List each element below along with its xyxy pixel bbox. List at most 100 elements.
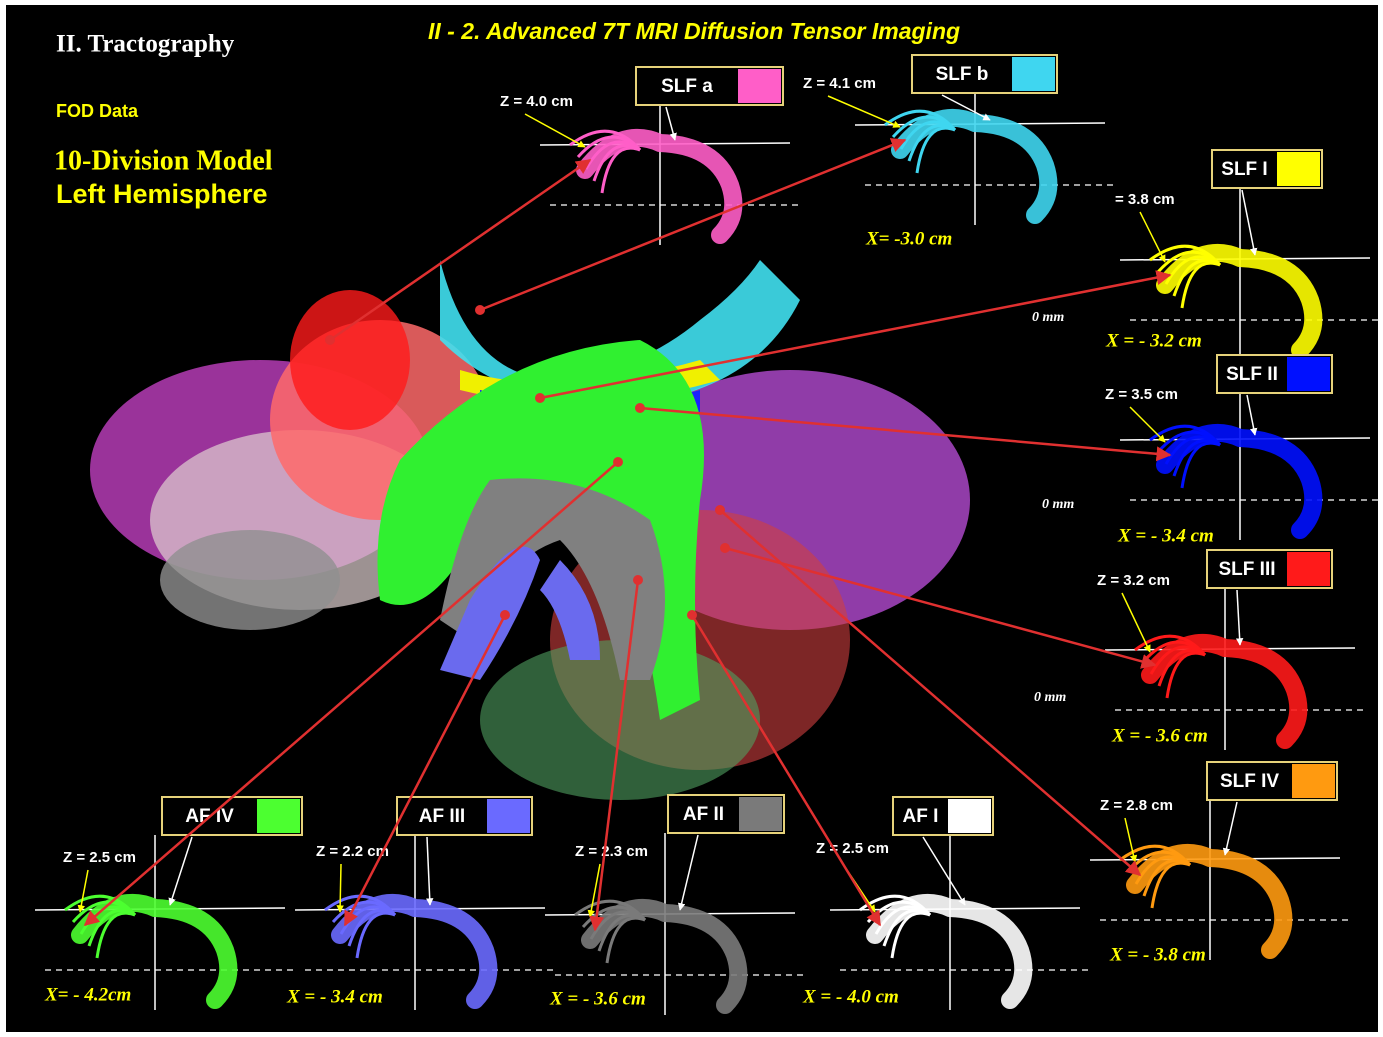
link-origin bbox=[613, 457, 623, 467]
link-origin bbox=[535, 393, 545, 403]
fiber-bundle bbox=[160, 530, 340, 630]
link-arrow bbox=[329, 158, 592, 342]
pointer-arrow bbox=[677, 834, 699, 911]
link-arrow bbox=[539, 270, 1172, 400]
z-arrow bbox=[336, 863, 344, 913]
link-arrow bbox=[719, 509, 1142, 876]
fiber-strand bbox=[600, 146, 641, 194]
link-origin bbox=[325, 335, 335, 345]
model-label: 10-Division Model bbox=[54, 145, 273, 176]
fiber-strand bbox=[1150, 861, 1191, 909]
tract-label: AF I bbox=[903, 806, 939, 827]
fiber-strand bbox=[1180, 441, 1221, 489]
z-label: Z = 3.2 cm bbox=[1097, 572, 1170, 589]
fiber-strand bbox=[1180, 261, 1221, 309]
color-swatch bbox=[487, 799, 530, 833]
x-label: X= -3.0 cm bbox=[865, 228, 952, 249]
fiber-strand bbox=[915, 126, 956, 174]
x-label: X = - 3.6 cm bbox=[549, 988, 646, 1009]
link-arrow bbox=[639, 406, 1172, 462]
z-arrow bbox=[1139, 211, 1166, 263]
pointer-arrow bbox=[1246, 394, 1258, 436]
fiber-bundle bbox=[440, 546, 540, 680]
tractography-brain bbox=[90, 260, 970, 800]
link-arrow bbox=[83, 461, 619, 926]
tract-label: SLF II bbox=[1226, 364, 1278, 385]
z-label: Z = 4.1 cm bbox=[803, 75, 876, 92]
link-arrow bbox=[589, 579, 640, 932]
fiber-strand bbox=[355, 911, 396, 959]
tract-label: SLF III bbox=[1219, 559, 1276, 580]
color-swatch bbox=[738, 69, 781, 103]
link-origin bbox=[500, 610, 510, 620]
x-label: X = - 4.0 cm bbox=[802, 986, 899, 1007]
z-label: Z = 4.0 cm bbox=[500, 93, 573, 110]
color-swatch bbox=[257, 799, 300, 833]
z-label: Z = 2.5 cm bbox=[63, 849, 136, 866]
hemisphere-label: Left Hemisphere bbox=[56, 179, 268, 209]
zero-label: 0 mm bbox=[1032, 310, 1064, 325]
color-swatch bbox=[1287, 357, 1330, 391]
fiber-strand bbox=[890, 911, 931, 959]
link-origin bbox=[475, 305, 485, 315]
color-swatch bbox=[1287, 552, 1330, 586]
color-swatch bbox=[1277, 152, 1320, 186]
z-arrow bbox=[1129, 406, 1166, 443]
x-label: X = - 3.2 cm bbox=[1105, 330, 1202, 351]
x-label: X = - 3.4 cm bbox=[286, 986, 383, 1007]
fiber-strand bbox=[1165, 651, 1206, 699]
pointer-arrow bbox=[941, 94, 991, 121]
x-label: X = - 3.4 cm bbox=[1117, 525, 1214, 546]
tract-label: AF III bbox=[419, 806, 465, 827]
z-label: Z = 2.8 cm bbox=[1100, 797, 1173, 814]
tract-label: AF II bbox=[683, 804, 724, 825]
z-arrow bbox=[524, 113, 586, 148]
color-swatch bbox=[948, 799, 991, 833]
fiber-bundle bbox=[440, 260, 800, 404]
pointer-arrow bbox=[1241, 189, 1258, 256]
z-arrow bbox=[587, 863, 601, 918]
section-title: II. Tractography bbox=[56, 31, 235, 58]
link-origin bbox=[715, 505, 725, 515]
x-label: X = - 3.6 cm bbox=[1111, 725, 1208, 746]
fiber-bundle bbox=[440, 478, 665, 680]
fiber-bundle bbox=[290, 290, 410, 430]
fiber-bundle bbox=[377, 340, 704, 720]
z-label: Z = 2.5 cm bbox=[816, 840, 889, 857]
color-swatch bbox=[1292, 764, 1335, 798]
fiber-bundle bbox=[540, 560, 600, 660]
link-arrow bbox=[479, 138, 907, 312]
z-arrow bbox=[827, 95, 901, 128]
x-label: X= - 4.2cm bbox=[44, 984, 131, 1005]
zero-label: 0 mm bbox=[1042, 497, 1074, 512]
z-arrow bbox=[77, 869, 89, 913]
z-arrow bbox=[1124, 817, 1138, 863]
z-arrow bbox=[1121, 592, 1151, 653]
pointer-arrow bbox=[168, 836, 193, 906]
tract-label: SLF a bbox=[661, 76, 713, 97]
figure-title: II - 2. Advanced 7T MRI Diffusion Tensor… bbox=[428, 18, 960, 44]
tract-label: SLF I bbox=[1221, 159, 1267, 180]
z-label: Z = 3.5 cm bbox=[1105, 386, 1178, 403]
x-label: X = - 3.8 cm bbox=[1109, 944, 1206, 965]
link-origin bbox=[635, 403, 645, 413]
fiber-strand bbox=[605, 916, 646, 964]
pointer-arrow bbox=[1222, 801, 1238, 856]
z-label: Z = 2.3 cm bbox=[575, 843, 648, 860]
tract-label: SLF IV bbox=[1220, 771, 1279, 792]
link-arrow bbox=[724, 546, 1157, 669]
fiber-strand bbox=[95, 911, 136, 959]
link-arrow bbox=[343, 614, 507, 927]
pointer-arrow bbox=[922, 836, 966, 906]
link-origin bbox=[687, 610, 697, 620]
pointer-arrow bbox=[1235, 589, 1244, 646]
link-arrow bbox=[690, 614, 882, 927]
color-swatch bbox=[739, 797, 782, 831]
zero-label: 0 mm bbox=[1034, 690, 1066, 705]
data-label: FOD Data bbox=[56, 101, 139, 121]
link-origin bbox=[633, 575, 643, 585]
tract-label: SLF b bbox=[936, 64, 989, 85]
z-label: Z = 2.2 cm bbox=[316, 843, 389, 860]
